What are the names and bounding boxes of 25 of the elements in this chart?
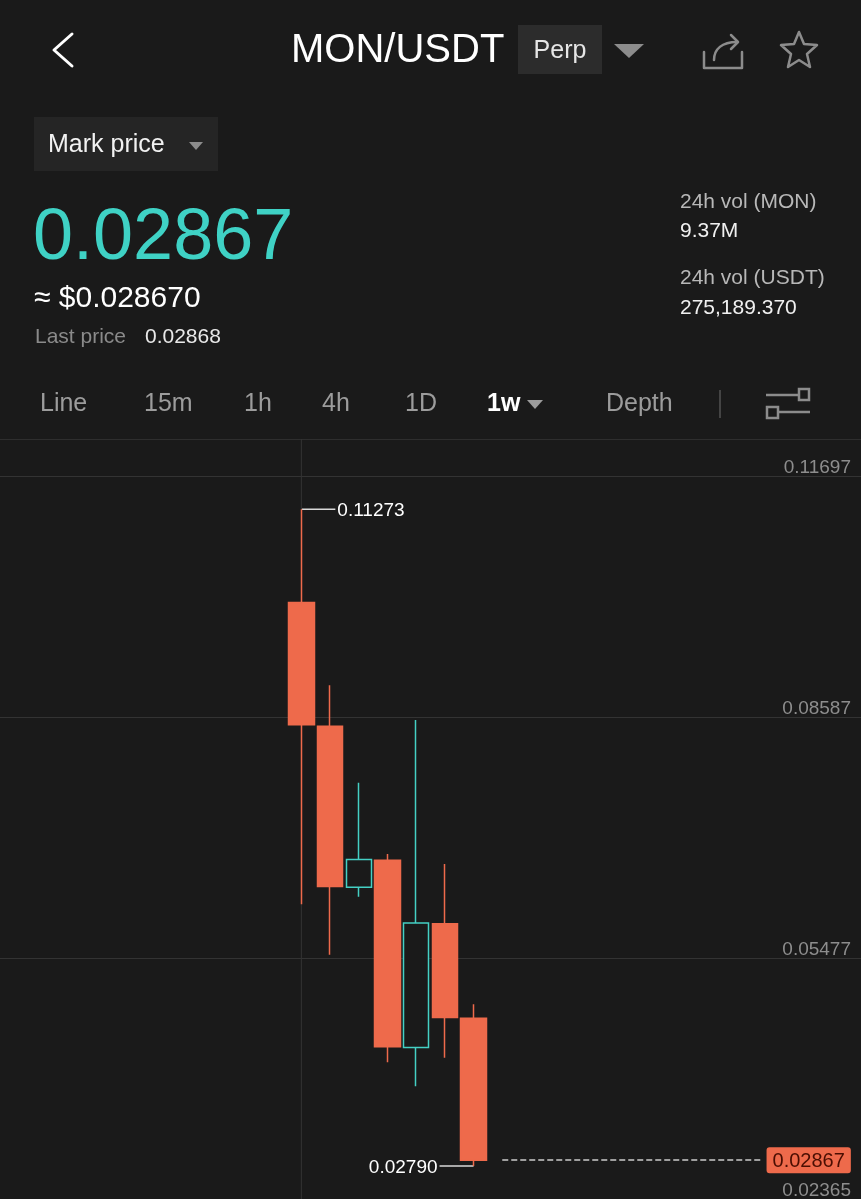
y-tick-label: 0.11697 (783, 456, 851, 478)
text: ≈ $0.028670 (34, 280, 201, 313)
text: 24h vol (USDT) (680, 265, 825, 288)
text: 15m (144, 388, 193, 416)
y-tick-label: 0.05477 (782, 938, 851, 960)
text: 275,189.370 (680, 295, 797, 318)
y-tick-label: 0.08587 (782, 697, 851, 719)
ref-line-label: 0.02867 (772, 1149, 845, 1172)
annotation: 0.02790 (368, 1155, 438, 1177)
text: 0.02867 (33, 194, 294, 274)
text: Depth (606, 388, 673, 416)
text: Line (40, 388, 88, 416)
text: 0.02868 (145, 324, 221, 347)
text: 1D (405, 388, 437, 416)
text: 1h (244, 388, 272, 416)
y-tick-label: 0.02365 (782, 1179, 851, 1199)
annotation: 0.11273 (337, 498, 405, 520)
text: Last price (35, 324, 127, 347)
text: 4h (322, 388, 350, 416)
chart-title: MON/USDT (291, 26, 505, 70)
text: 1w (487, 388, 521, 416)
text: 24h vol (MON) (680, 189, 817, 212)
text: Mark price (48, 129, 165, 157)
text: Perp (518, 25, 602, 74)
text: 9.37M (680, 218, 739, 241)
